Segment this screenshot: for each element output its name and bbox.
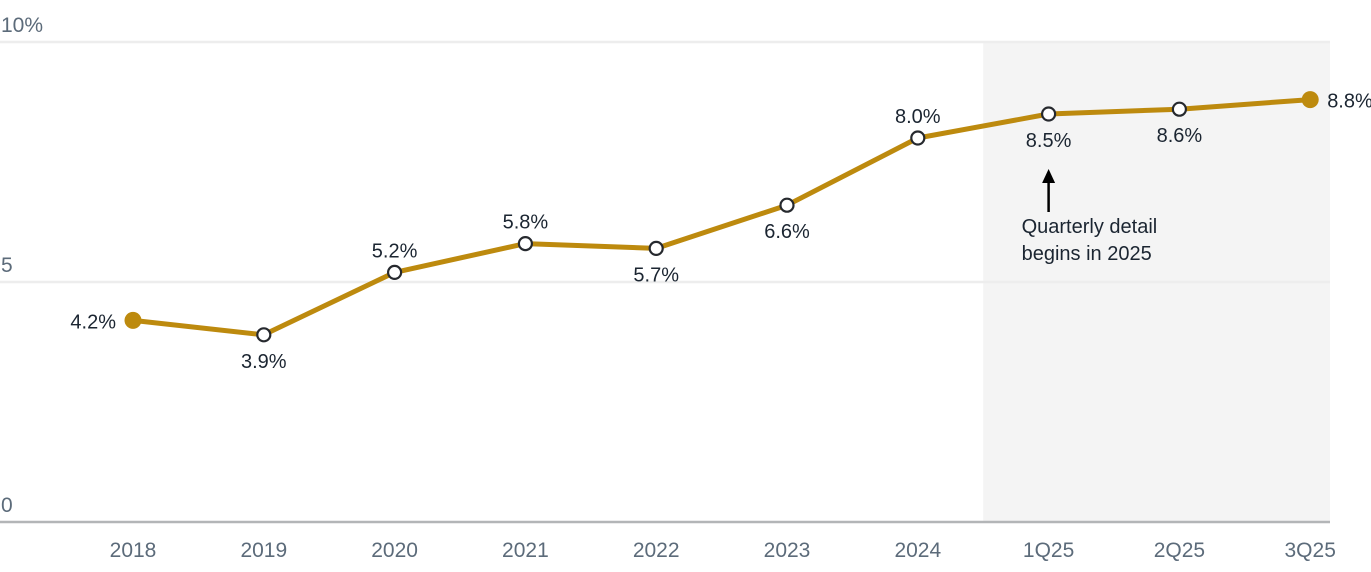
y-axis-tick-label: 0 <box>1 494 13 517</box>
data-point-label: 6.6% <box>764 221 810 243</box>
x-axis-tick-label: 2018 <box>110 539 157 562</box>
x-axis-tick-label: 2021 <box>502 539 549 562</box>
data-point-label: 5.7% <box>633 264 679 286</box>
x-axis-tick-label: 2024 <box>894 539 941 562</box>
x-axis-tick-label: 2023 <box>764 539 811 562</box>
data-point-label: 5.2% <box>372 240 418 262</box>
data-point-label: 8.8% <box>1327 91 1371 113</box>
data-point-label: 5.8% <box>503 212 549 234</box>
data-point-marker-open <box>648 240 664 256</box>
data-point-marker-filled <box>1301 91 1319 109</box>
x-axis-tick-label: 1Q25 <box>1023 539 1074 562</box>
data-point-marker-open <box>1040 106 1057 122</box>
data-point-marker-open <box>387 264 403 280</box>
x-axis-tick-label: 3Q25 <box>1285 539 1336 562</box>
data-point-marker-filled <box>124 311 142 329</box>
data-line-series <box>130 97 1313 338</box>
data-point-marker-open <box>779 197 795 213</box>
data-point-label: 8.0% <box>895 106 941 128</box>
x-axis-tick-label: 2019 <box>240 539 287 562</box>
data-point-marker-open <box>1171 101 1188 117</box>
data-point-label: 3.9% <box>241 351 287 373</box>
annotation-arrow-head <box>1042 169 1056 183</box>
annotation-text-line: begins in 2025 <box>1022 243 1152 265</box>
data-point-label: 4.2% <box>70 311 116 333</box>
x-axis-tick-label: 2022 <box>633 539 680 562</box>
x-axis-tick-label: 2020 <box>371 539 418 562</box>
data-point-marker-open <box>256 327 272 343</box>
data-point-label: 8.5% <box>1026 130 1072 152</box>
data-point-label: 8.6% <box>1157 125 1203 147</box>
y-axis-tick-label: 10% <box>1 14 43 37</box>
annotation-text-line: Quarterly detail <box>1022 216 1158 238</box>
y-axis-tick-label: 5 <box>1 254 13 277</box>
x-axis-tick-label: 2Q25 <box>1154 539 1205 562</box>
data-point-marker-open <box>910 130 926 146</box>
data-point-marker-open <box>517 236 534 252</box>
